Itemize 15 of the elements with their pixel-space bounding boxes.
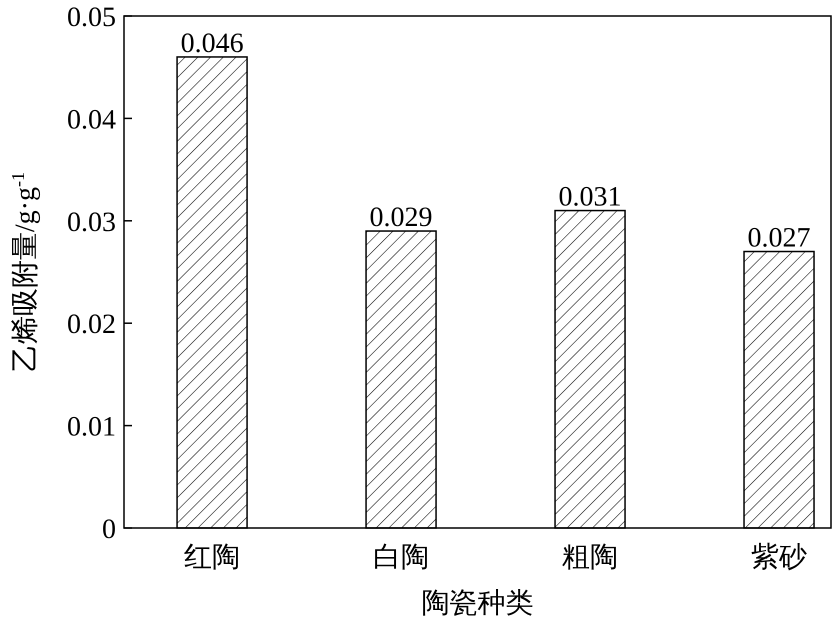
x-tick-label: 红陶 — [184, 542, 240, 573]
x-tick-label: 白陶 — [373, 542, 430, 573]
y-tick-label: 0.05 — [67, 2, 116, 33]
data-label: 0.029 — [370, 202, 433, 234]
x-axis-title: 陶瓷种类 — [422, 588, 534, 619]
data-label: 0.046 — [180, 28, 244, 59]
y-tick-label: 0.03 — [67, 206, 116, 238]
x-tick-label: 紫砂 — [751, 542, 808, 573]
data-label: 0.031 — [558, 182, 622, 213]
y-tick-label: 0.02 — [67, 309, 116, 340]
data-label: 0.027 — [748, 222, 811, 254]
y-tick-label: 0.04 — [67, 104, 116, 136]
y-tick-label: 0.01 — [67, 412, 116, 443]
y-tick-label: 0 — [102, 514, 116, 545]
x-tick-label: 粗陶 — [562, 542, 618, 573]
